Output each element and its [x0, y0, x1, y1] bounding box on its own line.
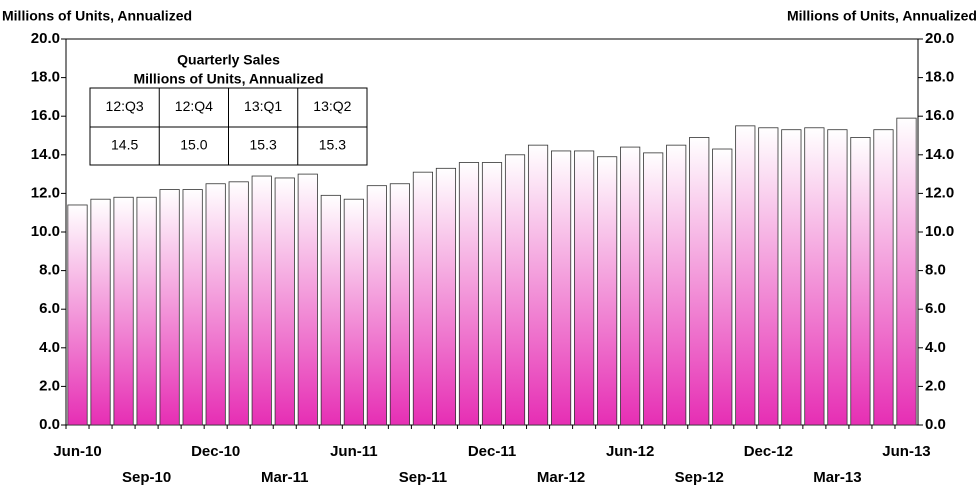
bar [574, 150, 595, 426]
x-tick-label: Mar-13 [813, 469, 861, 486]
bar [850, 137, 871, 426]
y-tick-label: 16.0 [31, 107, 60, 124]
bar [412, 171, 433, 426]
bar [228, 181, 249, 426]
x-tick-label: Jun-10 [53, 443, 101, 460]
x-tick-label: Dec-12 [744, 443, 793, 460]
bar [504, 154, 526, 426]
table-value: 14.5 [111, 137, 138, 153]
y2-tick-label: 0.0 [925, 416, 946, 433]
x-tick-label: Jun-11 [330, 443, 378, 460]
y-tick-label: 10.0 [31, 223, 60, 240]
y2-tick-label: 16.0 [925, 107, 954, 124]
x-tick-label: Mar-12 [537, 469, 585, 486]
bar [804, 127, 825, 426]
bar [182, 189, 203, 426]
y-tick-label: 2.0 [39, 377, 60, 394]
y-tick-label: 14.0 [31, 146, 60, 163]
bar [297, 173, 318, 426]
x-tick-label: Sep-11 [399, 469, 447, 486]
table-value: 15.3 [250, 137, 277, 153]
bar [136, 196, 157, 426]
x-tick-label: Dec-11 [468, 443, 516, 460]
table-value: 15.0 [180, 137, 207, 153]
y2-tick-label: 2.0 [925, 377, 946, 394]
y-tick-label: 20.0 [31, 30, 60, 47]
bar [620, 146, 641, 426]
table-header: 12:Q3 [106, 98, 144, 114]
bar [712, 148, 733, 426]
bar [205, 183, 226, 426]
bar [527, 144, 549, 426]
bar [113, 196, 134, 426]
y-tick-label: 0.0 [39, 416, 60, 433]
x-tick-label: Jun-13 [882, 443, 930, 460]
y-axis-title: Millions of Units, Annualized [2, 8, 192, 24]
bar [689, 137, 710, 426]
bar [873, 129, 894, 426]
y-tick-label: 8.0 [39, 262, 60, 279]
y2-tick-label: 12.0 [925, 184, 954, 201]
bar [781, 129, 802, 426]
table-header: 13:Q1 [244, 98, 282, 114]
x-tick-label: Jun-12 [606, 443, 654, 460]
bar [735, 125, 756, 426]
y2-tick-label: 8.0 [925, 262, 946, 279]
table-value: 15.3 [319, 137, 346, 153]
bar [896, 117, 917, 426]
x-tick-label: Mar-11 [261, 469, 309, 486]
y2-tick-label: 6.0 [925, 300, 946, 317]
bar [366, 185, 387, 426]
bar [758, 127, 779, 426]
y2-tick-label: 4.0 [925, 339, 946, 356]
bar [643, 152, 664, 426]
y-tick-label: 6.0 [39, 300, 60, 317]
bar [666, 144, 687, 426]
bar [389, 183, 410, 426]
bar [67, 204, 88, 426]
bar [827, 129, 848, 426]
table-subtitle: Millions of Units, Annualized [133, 71, 323, 87]
bar [274, 177, 295, 426]
x-tick-label: Dec-10 [191, 443, 240, 460]
y2-tick-label: 20.0 [925, 30, 954, 47]
bar [90, 198, 111, 426]
table-header: 13:Q2 [313, 98, 351, 114]
table-title: Quarterly Sales [177, 52, 280, 68]
bar [458, 162, 480, 426]
y2-tick-label: 18.0 [925, 69, 954, 86]
bar [435, 167, 457, 426]
bar [320, 194, 341, 426]
y-tick-label: 4.0 [39, 339, 60, 356]
y-tick-label: 18.0 [31, 69, 60, 86]
bar [551, 150, 572, 426]
bar [159, 189, 180, 426]
bar [481, 162, 503, 426]
y2-axis-title: Millions of Units, Annualized [787, 8, 977, 24]
y-tick-label: 12.0 [31, 184, 60, 201]
bar [597, 156, 618, 426]
bar [343, 198, 364, 426]
y2-tick-label: 14.0 [925, 146, 954, 163]
x-tick-label: Sep-10 [122, 469, 171, 486]
table-header: 12:Q4 [175, 98, 213, 114]
x-tick-label: Sep-12 [675, 469, 724, 486]
y2-tick-label: 10.0 [925, 223, 954, 240]
bar [251, 175, 272, 426]
